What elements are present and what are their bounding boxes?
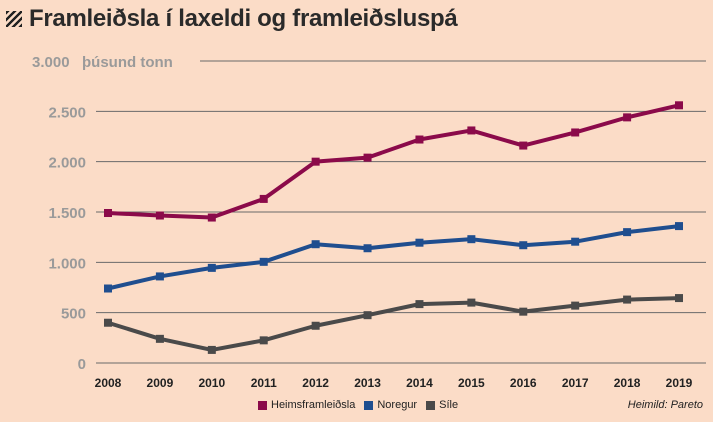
legend-label: Síle <box>439 399 459 411</box>
y-tick-label: 3.000 <box>32 54 70 71</box>
x-tick-label: 2016 <box>510 376 537 390</box>
data-point <box>363 153 372 162</box>
x-tick-label: 2011 <box>251 376 277 390</box>
chart-title: Framleiðsla í laxeldi og framleiðsluspá <box>29 5 458 32</box>
x-tick-label: 2010 <box>198 376 225 390</box>
data-point <box>207 213 216 222</box>
data-point <box>104 318 112 327</box>
legend: Heimsframleiðsla Noregur Síle <box>258 399 467 411</box>
data-point <box>571 237 580 246</box>
data-point <box>675 294 683 303</box>
data-point <box>311 240 320 249</box>
x-tick-label: 2019 <box>666 376 693 390</box>
legend-swatch <box>426 400 436 410</box>
y-tick-label: 500 <box>61 306 86 323</box>
data-point <box>415 238 424 247</box>
data-point <box>311 321 320 330</box>
x-tick-label: 2013 <box>354 376 381 390</box>
data-point <box>415 300 424 309</box>
x-tick-label: 2015 <box>458 376 485 390</box>
data-point <box>207 345 216 354</box>
legend-item-noregur: Noregur <box>364 399 417 411</box>
data-point <box>104 209 112 218</box>
x-tick-label: 2009 <box>147 376 174 390</box>
data-point <box>519 141 528 150</box>
legend-swatch <box>258 400 267 410</box>
legend-item-sile: Síle <box>426 399 458 411</box>
data-point <box>623 113 632 122</box>
x-tick-label: 2018 <box>614 376 641 390</box>
data-point <box>259 257 268 266</box>
data-point <box>363 244 372 253</box>
data-point <box>675 101 683 110</box>
y-tick-label: 1.000 <box>48 255 86 272</box>
x-tick-label: 2012 <box>302 376 329 390</box>
legend-swatch <box>364 400 374 410</box>
chart-header: Framleiðsla í laxeldi og framleiðsluspá <box>6 4 458 34</box>
data-point <box>519 307 528 316</box>
y-tick-label: 0 <box>78 356 86 373</box>
data-point <box>623 295 632 304</box>
data-point <box>311 157 320 166</box>
data-point <box>623 228 632 237</box>
data-point <box>363 311 372 320</box>
data-point <box>415 135 424 144</box>
series-line <box>107 103 680 220</box>
data-point <box>467 298 476 307</box>
data-point <box>571 128 580 137</box>
y-tick-label: 2.500 <box>48 104 86 121</box>
y-tick-label: 1.500 <box>48 205 86 222</box>
data-point <box>155 272 164 281</box>
data-point <box>467 126 476 135</box>
series-line <box>107 224 680 291</box>
data-point <box>104 284 112 293</box>
source-note: Heimild: Pareto <box>627 399 703 411</box>
x-tick-label: 2014 <box>406 376 433 390</box>
x-tick-label: 2017 <box>562 376 589 390</box>
data-point <box>155 211 164 220</box>
legend-label: Noregur <box>377 399 418 411</box>
data-point <box>207 263 216 272</box>
data-point <box>571 301 580 310</box>
data-point <box>259 194 268 203</box>
legend-label: Heimsframleiðsla <box>271 399 356 411</box>
hatch-icon <box>6 11 22 27</box>
legend-item-heimsframleidsla: Heimsframleiðsla <box>258 399 355 411</box>
y-tick-label: 2.000 <box>48 155 86 172</box>
data-point <box>675 222 683 231</box>
series-line <box>107 296 680 352</box>
data-point <box>467 235 476 244</box>
y-unit-label: þúsund tonn <box>82 54 173 71</box>
data-point <box>155 334 164 343</box>
data-point <box>519 241 528 250</box>
x-tick-label: 2008 <box>95 376 122 390</box>
data-point <box>259 336 268 345</box>
